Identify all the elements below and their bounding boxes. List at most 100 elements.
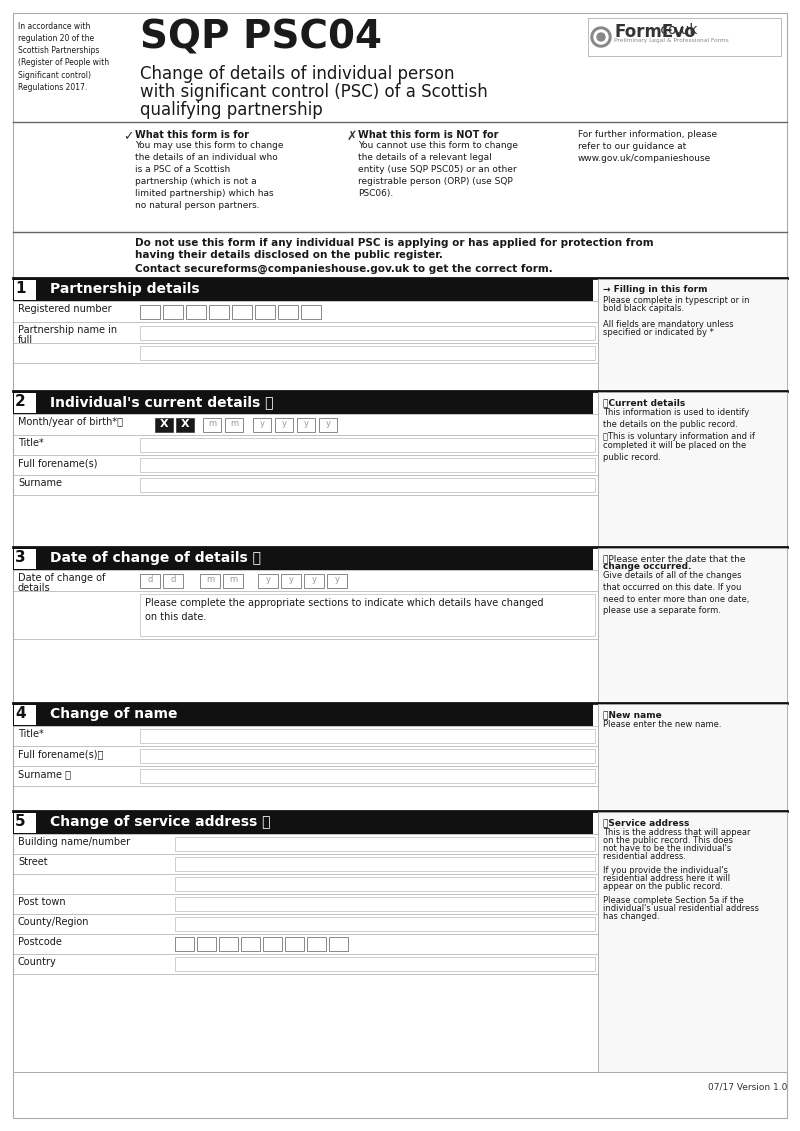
Text: d: d: [170, 575, 176, 584]
Bar: [140, 594, 595, 636]
Text: If you provide the individual's: If you provide the individual's: [603, 866, 728, 875]
Text: Building name/number: Building name/number: [18, 837, 130, 847]
Text: Partnership details: Partnership details: [50, 282, 200, 296]
Text: Please complete the appropriate sections to indicate which details have changed
: Please complete the appropriate sections…: [145, 598, 543, 622]
Bar: [598, 549, 787, 703]
Text: 3: 3: [15, 550, 26, 566]
Bar: [140, 575, 160, 588]
Text: Title*: Title*: [18, 729, 44, 739]
Bar: [263, 936, 282, 951]
Text: Title*: Title*: [18, 438, 44, 448]
Bar: [329, 936, 348, 951]
Text: All fields are mandatory unless: All fields are mandatory unless: [603, 320, 734, 329]
Bar: [588, 18, 781, 57]
Text: y: y: [311, 575, 317, 584]
Text: Do not use this form if any individual PSC is applying or has applied for protec: Do not use this form if any individual P…: [135, 238, 654, 248]
Text: bold black capitals.: bold black capitals.: [603, 304, 684, 313]
Bar: [175, 837, 595, 851]
Text: Date of change of details ⓘ: Date of change of details ⓘ: [50, 551, 261, 566]
Bar: [140, 478, 595, 492]
Bar: [175, 917, 595, 931]
Text: X: X: [181, 418, 190, 429]
Text: ⓘService address: ⓘService address: [603, 818, 690, 827]
Text: ⓘCurrent details: ⓘCurrent details: [603, 398, 686, 407]
Text: Full forename(s): Full forename(s): [18, 458, 98, 468]
Text: ✓: ✓: [123, 130, 134, 143]
Text: specified or indicated by *: specified or indicated by *: [603, 328, 714, 337]
Bar: [140, 346, 595, 360]
Bar: [598, 703, 787, 811]
Text: → Filling in this form: → Filling in this form: [603, 285, 707, 294]
Text: not have to be the individual's: not have to be the individual's: [603, 844, 731, 853]
Text: For further information, please
refer to our guidance at
www.gov.uk/companieshou: For further information, please refer to…: [578, 130, 717, 163]
Bar: [225, 418, 243, 432]
Text: Surname ⓘ: Surname ⓘ: [18, 769, 71, 779]
Text: In accordance with
regulation 20 of the
Scottish Partnerships
(Register of Peopl: In accordance with regulation 20 of the …: [18, 21, 109, 92]
Text: 07/17 Version 1.0: 07/17 Version 1.0: [708, 1082, 787, 1091]
Bar: [598, 392, 787, 547]
Bar: [175, 857, 595, 871]
Text: This is the address that will appear: This is the address that will appear: [603, 828, 750, 837]
Bar: [281, 575, 301, 588]
Text: .co.uk: .co.uk: [657, 23, 698, 37]
Bar: [140, 438, 595, 452]
Text: 5: 5: [15, 814, 26, 829]
Bar: [14, 813, 36, 834]
Text: You may use this form to change
the details of an individual who
is a PSC of a S: You may use this form to change the deta…: [135, 141, 283, 209]
Text: y: y: [266, 575, 270, 584]
Text: residential address.: residential address.: [603, 852, 686, 861]
Text: Change of name: Change of name: [50, 707, 178, 720]
Bar: [307, 936, 326, 951]
Bar: [13, 392, 593, 414]
Bar: [319, 418, 337, 432]
Text: residential address here it will: residential address here it will: [603, 874, 730, 883]
Text: having their details disclosed on the public register.: having their details disclosed on the pu…: [135, 250, 443, 260]
Text: completed it will be placed on the
public record.: completed it will be placed on the publi…: [603, 441, 746, 461]
Text: What this form is for: What this form is for: [135, 130, 249, 140]
Text: County/Region: County/Region: [18, 917, 90, 927]
Bar: [232, 305, 252, 319]
Text: m: m: [229, 575, 237, 584]
Bar: [200, 575, 220, 588]
Bar: [155, 418, 173, 432]
Bar: [13, 279, 593, 301]
Text: change occurred.: change occurred.: [603, 562, 691, 571]
Text: details: details: [18, 582, 50, 593]
Text: y: y: [282, 418, 286, 428]
Text: m: m: [208, 418, 216, 428]
Text: y: y: [259, 418, 265, 428]
Bar: [140, 729, 595, 743]
Text: with significant control (PSC) of a Scottish: with significant control (PSC) of a Scot…: [140, 83, 488, 101]
Text: y: y: [334, 575, 339, 584]
Bar: [163, 305, 183, 319]
Bar: [219, 936, 238, 951]
Text: Month/year of birth*ⓘ: Month/year of birth*ⓘ: [18, 417, 123, 428]
Text: 2: 2: [15, 394, 26, 409]
Text: full: full: [18, 335, 33, 345]
Text: Change of details of individual person: Change of details of individual person: [140, 64, 454, 83]
Text: y: y: [303, 418, 309, 428]
Text: individual's usual residential address: individual's usual residential address: [603, 904, 759, 913]
Text: X: X: [160, 418, 168, 429]
Text: ⓘPlease enter the date that the: ⓘPlease enter the date that the: [603, 554, 746, 563]
Bar: [14, 392, 36, 413]
Text: Please enter the new name.: Please enter the new name.: [603, 720, 722, 729]
Text: What this form is NOT for: What this form is NOT for: [358, 130, 498, 140]
Bar: [175, 957, 595, 972]
Bar: [598, 279, 787, 391]
Bar: [223, 575, 243, 588]
Bar: [197, 936, 216, 951]
Text: Date of change of: Date of change of: [18, 573, 106, 582]
Text: ✗: ✗: [347, 130, 358, 143]
Text: on the public record. This does: on the public record. This does: [603, 836, 733, 845]
Bar: [301, 305, 321, 319]
Text: Post town: Post town: [18, 897, 66, 907]
Text: Individual's current details ⓘ: Individual's current details ⓘ: [50, 395, 274, 409]
Text: Change of service address ⓘ: Change of service address ⓘ: [50, 815, 270, 829]
Text: ⓘNew name: ⓘNew name: [603, 710, 662, 719]
Bar: [186, 305, 206, 319]
Text: Street: Street: [18, 857, 48, 867]
Bar: [13, 812, 593, 834]
Text: FormEvo: FormEvo: [614, 23, 696, 41]
Text: Full forename(s)ⓘ: Full forename(s)ⓘ: [18, 749, 103, 759]
